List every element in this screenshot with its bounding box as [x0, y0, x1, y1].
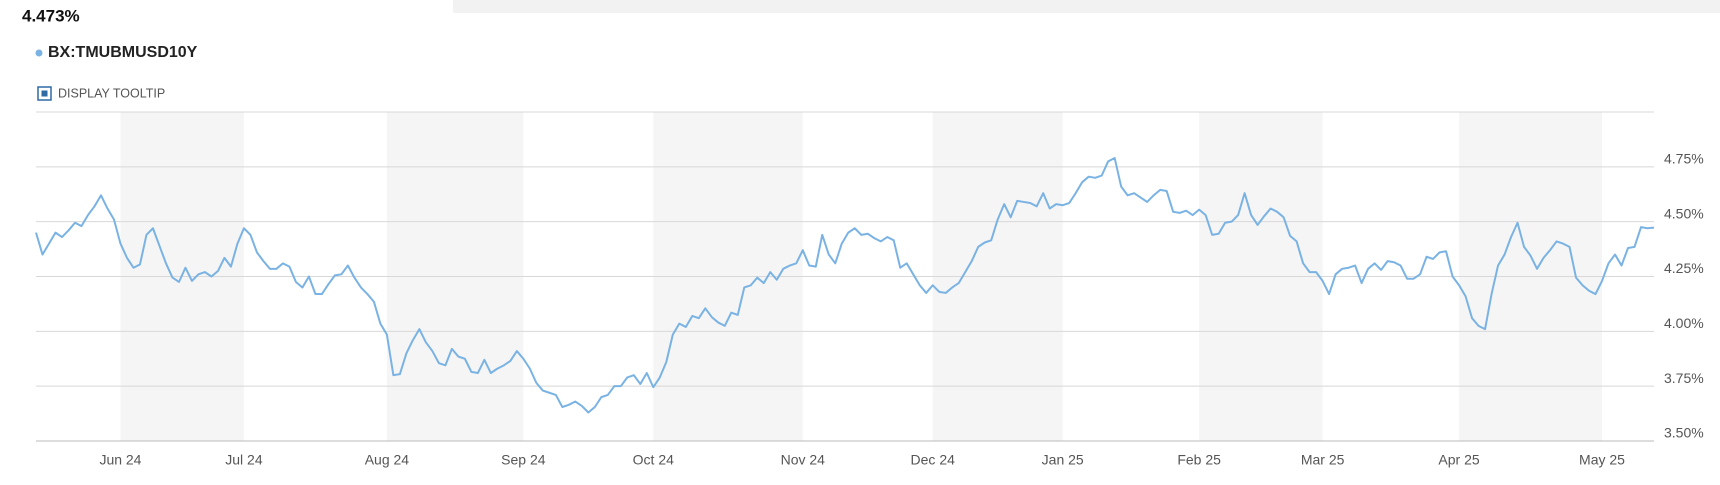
- legend-marker: [35, 49, 43, 57]
- checkbox-check: [41, 90, 48, 97]
- x-tick-label: Sep 24: [501, 452, 546, 468]
- y-tick-label: 3.50%: [1664, 425, 1704, 441]
- x-tick-label: Jun 24: [99, 452, 141, 468]
- x-tick-label: Mar 25: [1301, 452, 1345, 468]
- legend-label[interactable]: BX:TMUBMUSD10Y: [48, 44, 198, 61]
- x-tick-label: Aug 24: [365, 452, 410, 468]
- series-line: [35, 157, 1655, 414]
- x-tick-label: Apr 25: [1438, 452, 1479, 468]
- x-tick-label: Dec 24: [911, 452, 956, 468]
- x-tick-label: Feb 25: [1177, 452, 1221, 468]
- last-value: 4.473%: [22, 6, 80, 25]
- y-tick-label: 3.75%: [1664, 370, 1704, 386]
- y-tick-label: 4.50%: [1664, 205, 1704, 221]
- x-tick-label: Oct 24: [633, 452, 674, 468]
- x-tick-label: Nov 24: [781, 452, 826, 468]
- x-tick-label: Jul 24: [225, 452, 263, 468]
- y-tick-label: 4.25%: [1664, 260, 1704, 276]
- tooltip-toggle-label[interactable]: DISPLAY TOOLTIP: [58, 86, 165, 100]
- x-tick-label: May 25: [1579, 452, 1625, 468]
- y-tick-label: 4.75%: [1664, 151, 1704, 167]
- y-tick-label: 4.00%: [1664, 315, 1704, 331]
- top-bar: [453, 0, 1720, 13]
- x-tick-label: Jan 25: [1042, 452, 1084, 468]
